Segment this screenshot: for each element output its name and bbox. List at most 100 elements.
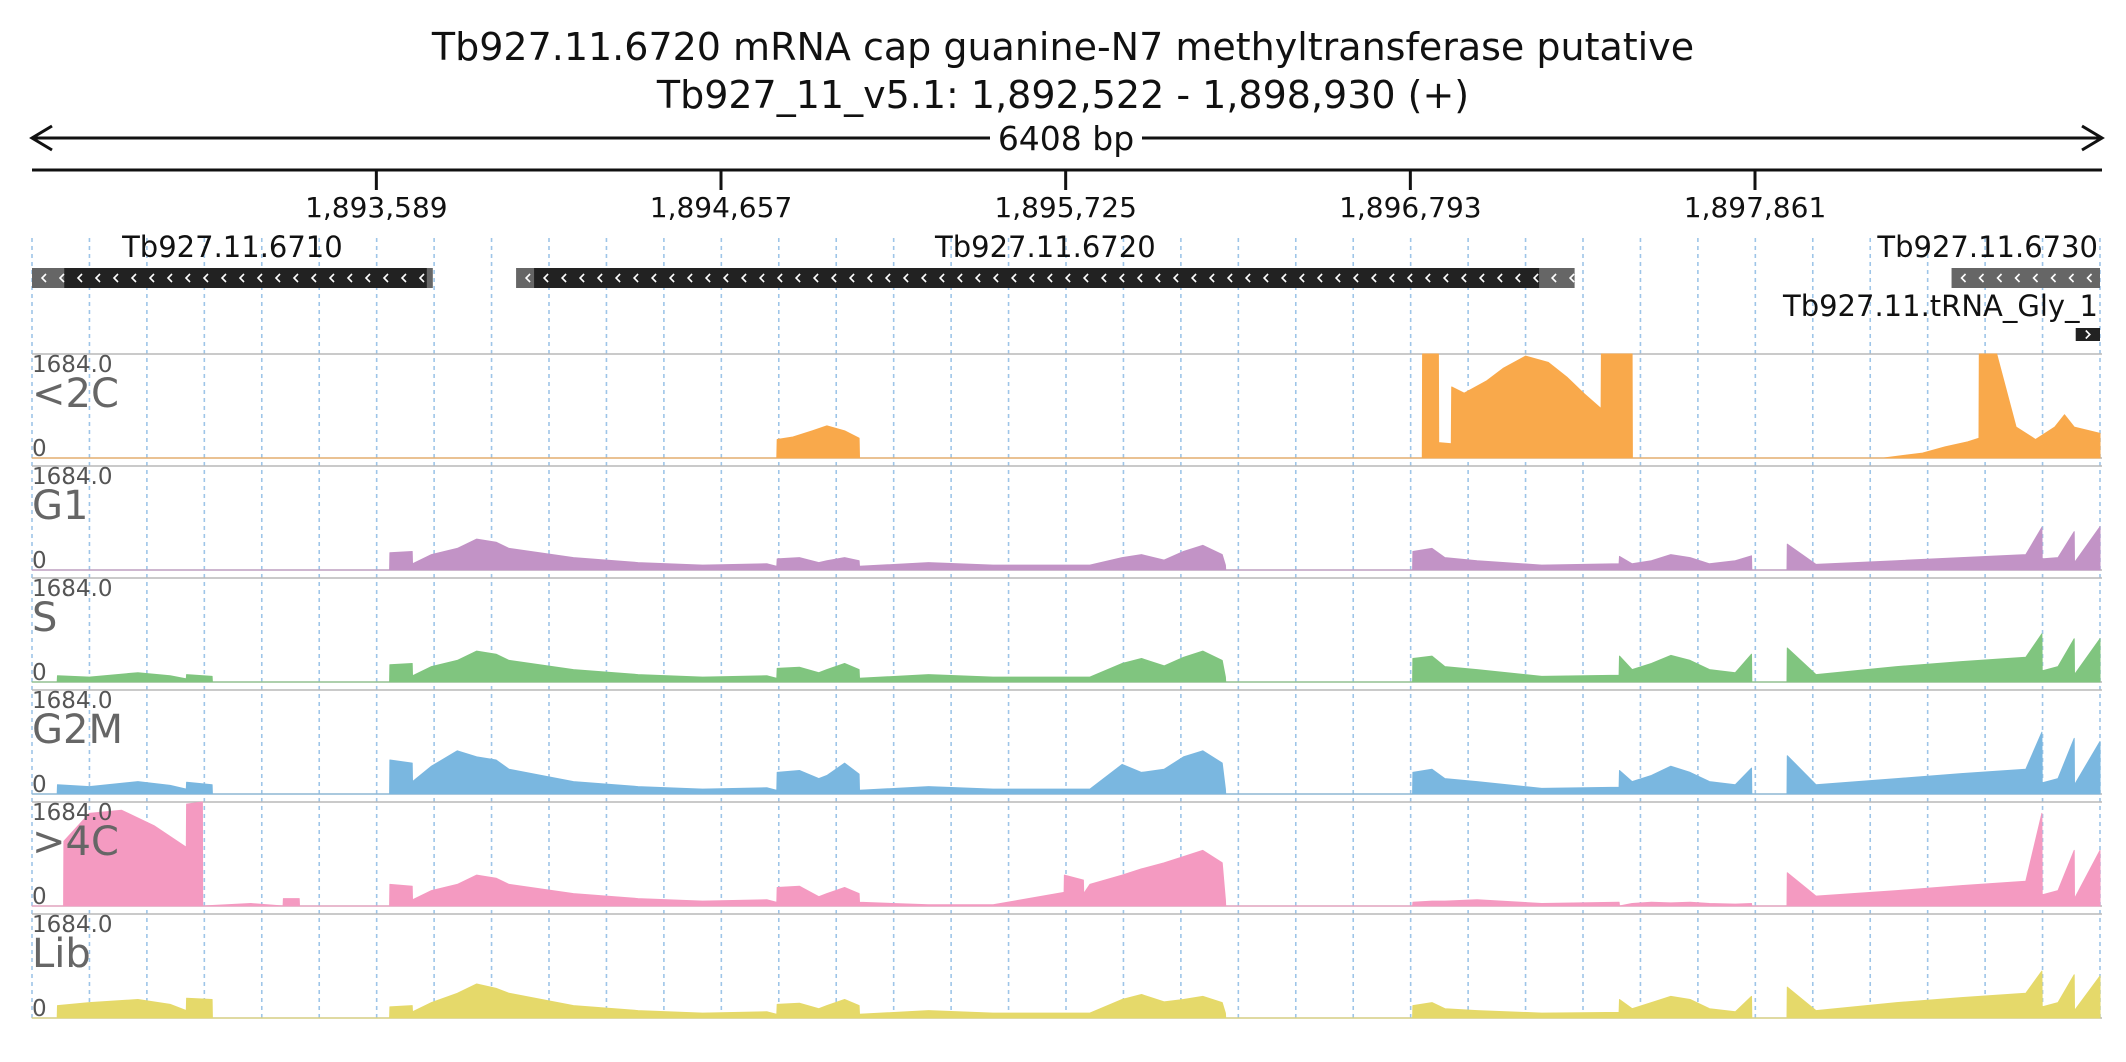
strand-chevron bbox=[848, 273, 855, 283]
strand-chevron bbox=[256, 273, 263, 283]
coverage-area bbox=[31, 801, 2101, 907]
strand-chevron bbox=[292, 273, 299, 283]
track-zero-label: 0 bbox=[32, 772, 47, 798]
ruler-tick-label: 1,895,725 bbox=[994, 191, 1137, 224]
strand-chevron bbox=[1136, 273, 1143, 283]
strand-chevron bbox=[902, 273, 909, 283]
strand-chevron bbox=[812, 273, 819, 283]
track-max-label: 1684.0 bbox=[32, 688, 112, 714]
strand-chevron bbox=[956, 273, 963, 283]
coverage-tracks: 1684.00<2C1684.00G11684.00S1684.00G2M168… bbox=[31, 352, 2102, 1022]
strand-chevron bbox=[1406, 273, 1413, 283]
strand-chevron bbox=[1190, 273, 1197, 283]
track-name-label: >4C bbox=[32, 819, 119, 865]
track-lib: 1684.0 0 Lib bbox=[31, 912, 2102, 1022]
span-arrow-right-head bbox=[2081, 124, 2105, 152]
strand-chevron bbox=[758, 273, 765, 283]
gene-tb927-11-6720: Tb927.11.6720 bbox=[516, 230, 1575, 288]
strand-chevron bbox=[542, 273, 549, 283]
track-max-label: 1684.0 bbox=[32, 912, 112, 938]
coverage-area bbox=[31, 731, 2101, 795]
track-max-label: 1684.0 bbox=[32, 576, 112, 602]
strand-chevron bbox=[686, 273, 693, 283]
strand-chevron bbox=[866, 273, 873, 283]
strand-chevron bbox=[1118, 273, 1125, 283]
strand-chevron bbox=[614, 273, 621, 283]
strand-chevron bbox=[1960, 273, 1967, 283]
strand-chevron bbox=[76, 273, 83, 283]
strand-chevron bbox=[1208, 273, 1215, 283]
strand-chevron bbox=[1100, 273, 1107, 283]
strand-chevron bbox=[1370, 273, 1377, 283]
ruler-tick-label: 1,894,657 bbox=[650, 191, 793, 224]
coverage-area bbox=[31, 526, 2101, 571]
strand-chevron bbox=[1424, 273, 1431, 283]
gene-tb927-11-6710: Tb927.11.6710 bbox=[32, 230, 433, 288]
strand-chevron bbox=[740, 273, 747, 283]
chart-title: Tb927.11.6720 mRNA cap guanine-N7 methyl… bbox=[431, 25, 1694, 69]
track-max-label: 1684.0 bbox=[32, 800, 112, 826]
strand-chevron bbox=[364, 273, 371, 283]
strand-chevron bbox=[202, 273, 209, 283]
strand-chevron bbox=[1978, 273, 1985, 283]
strand-chevron bbox=[560, 273, 567, 283]
strand-chevron bbox=[722, 273, 729, 283]
span-indicator: 6408 bp bbox=[29, 119, 2105, 158]
strand-chevron bbox=[1352, 273, 1359, 283]
strand-chevron bbox=[524, 273, 531, 283]
strand-chevron bbox=[1550, 273, 1557, 283]
strand-chevron bbox=[2068, 273, 2075, 283]
strand-chevron bbox=[1262, 273, 1269, 283]
track-2c: 1684.0 0 <2C bbox=[31, 352, 2102, 462]
strand-chevron bbox=[274, 273, 281, 283]
strand-chevron bbox=[1082, 273, 1089, 283]
coverage-area bbox=[31, 633, 2101, 683]
ruler-tick-label: 1,897,861 bbox=[1684, 191, 1827, 224]
gene-body bbox=[2075, 328, 2100, 341]
strand-chevron bbox=[1154, 273, 1161, 283]
gene-tb927-11-6730: Tb927.11.6730 bbox=[1876, 230, 2100, 288]
strand-chevron bbox=[2086, 273, 2093, 283]
strand-chevron bbox=[58, 273, 65, 283]
strand-chevron bbox=[346, 273, 353, 283]
strand-chevron bbox=[112, 273, 119, 283]
track-zero-label: 0 bbox=[32, 884, 47, 910]
strand-chevron bbox=[1388, 273, 1395, 283]
coverage-area bbox=[31, 970, 2101, 1019]
gene-tb927-11-trna-gly-1: Tb927.11.tRNA_Gly_1 bbox=[1782, 289, 2100, 341]
track-name-label: S bbox=[32, 595, 57, 641]
strand-chevron bbox=[920, 273, 927, 283]
track-name-label: G2M bbox=[32, 707, 123, 753]
strand-chevron bbox=[94, 273, 101, 283]
strand-chevron bbox=[166, 273, 173, 283]
strand-chevron bbox=[1046, 273, 1053, 283]
strand-chevron bbox=[578, 273, 585, 283]
track-g2m: 1684.0 0 G2M bbox=[31, 688, 2102, 798]
strand-chevron bbox=[400, 273, 407, 283]
span-label: 6408 bp bbox=[998, 119, 1134, 158]
gene-label: Tb927.11.6720 bbox=[934, 230, 1156, 264]
gene-label: Tb927.11.tRNA_Gly_1 bbox=[1782, 289, 2098, 323]
ruler-tick-label: 1,893,589 bbox=[305, 191, 448, 224]
ruler: 1,893,589 1,894,657 1,895,725 1,896,793 1,89… bbox=[32, 168, 2102, 224]
track-name-label: Lib bbox=[32, 931, 91, 977]
strand-chevron bbox=[2085, 329, 2091, 340]
gene-utr bbox=[1951, 268, 2100, 288]
strand-chevron bbox=[40, 273, 47, 283]
strand-chevron bbox=[184, 273, 191, 283]
strand-chevron bbox=[884, 273, 891, 283]
track-name-label: G1 bbox=[32, 483, 88, 529]
span-arrow-left-head bbox=[29, 124, 53, 152]
track-zero-label: 0 bbox=[32, 436, 47, 462]
strand-chevron bbox=[1460, 273, 1467, 283]
strand-chevron bbox=[668, 273, 675, 283]
strand-chevron bbox=[830, 273, 837, 283]
strand-chevron bbox=[1478, 273, 1485, 283]
strand-chevron bbox=[974, 273, 981, 283]
strand-chevron bbox=[1244, 273, 1251, 283]
strand-chevron bbox=[938, 273, 945, 283]
locus-label: Tb927_11_v5.1: 1,892,522 - 1,898,930 (+) bbox=[656, 73, 1469, 117]
strand-chevron bbox=[794, 273, 801, 283]
track-s: 1684.0 0 S bbox=[31, 576, 2102, 686]
coverage-area bbox=[31, 353, 2101, 459]
